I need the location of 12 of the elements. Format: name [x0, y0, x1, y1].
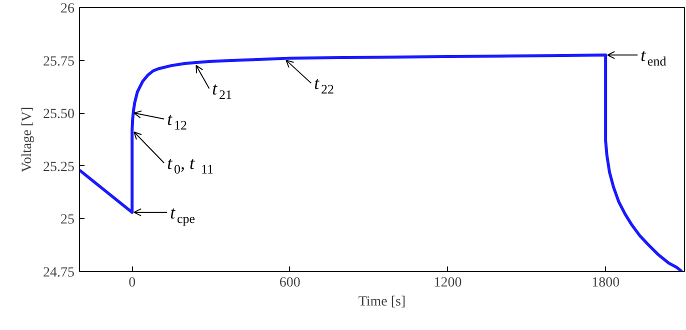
y-tick-label: 26 [60, 2, 74, 16]
y-axis-title: Voltage [V] [20, 106, 35, 172]
y-tick-label: 24.75 [43, 266, 74, 280]
x-axis-title: Time [s] [358, 294, 406, 310]
x-tick-label: 600 [279, 276, 300, 290]
y-tick-label: 25.50 [43, 107, 74, 122]
x-tick-label: 0 [128, 276, 136, 290]
x-tick-label: 1200 [434, 276, 462, 290]
x-tick-label: 1800 [592, 276, 620, 290]
y-tick-label: 25.75 [43, 54, 74, 70]
y-tick-label: 25 [60, 212, 74, 228]
y-tick-label: 25.25 [43, 160, 74, 175]
